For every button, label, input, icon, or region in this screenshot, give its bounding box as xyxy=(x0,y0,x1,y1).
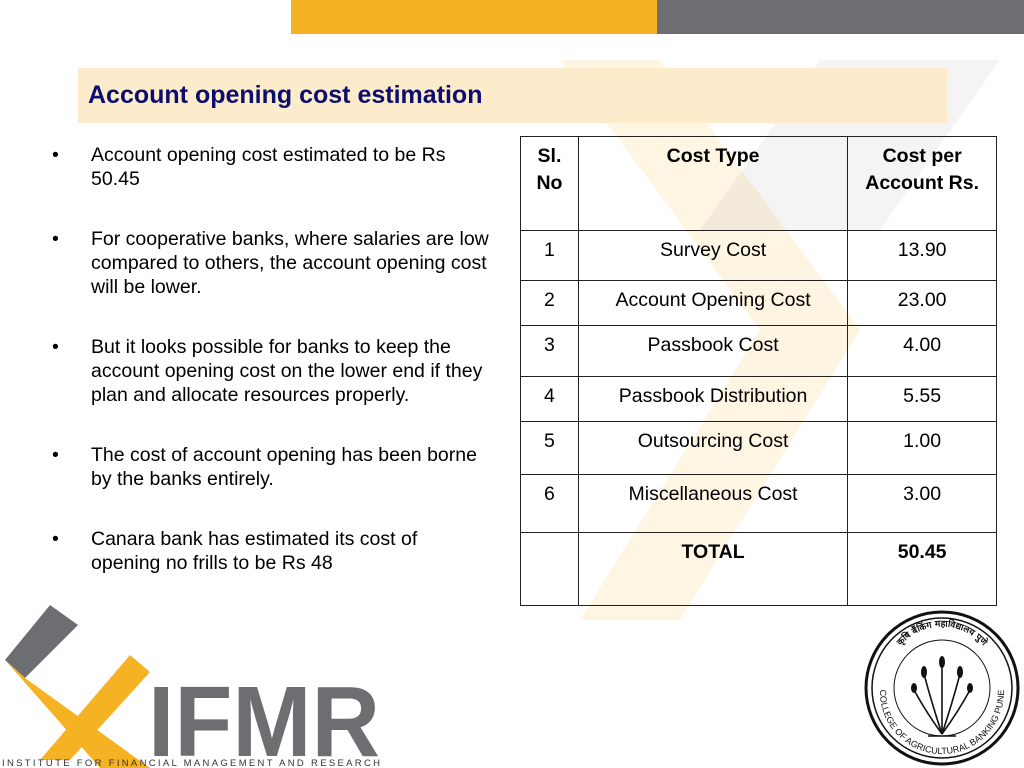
cell-cost-type: Passbook Distribution xyxy=(577,376,849,422)
cell-cost-value: 23.00 xyxy=(847,280,997,326)
table-header-row: Sl. No Cost Type Cost per Account Rs. xyxy=(520,136,997,231)
header-cost-per-account: Cost per Account Rs. xyxy=(847,136,997,231)
bullet-icon: • xyxy=(52,228,59,250)
bullet-icon: • xyxy=(52,444,59,466)
cell-total-label: TOTAL xyxy=(577,532,849,606)
college-seal: COLLEGE OF AGRICULTURAL BANKING PUNE कृष… xyxy=(864,610,1020,766)
bullet-item: • The cost of account opening has been bo… xyxy=(52,444,477,490)
wheat-grain-icon xyxy=(911,656,973,693)
cell-cost-type: Account Opening Cost xyxy=(577,280,849,326)
cost-table: Sl. No Cost Type Cost per Account Rs. 1 … xyxy=(520,136,997,606)
table-row: 5 Outsourcing Cost 1.00 xyxy=(520,421,997,475)
wheat-icon xyxy=(913,664,971,737)
cell-sl-no: 4 xyxy=(520,376,579,422)
cell-cost-value: 13.90 xyxy=(847,230,997,281)
header-sl-no: Sl. No xyxy=(520,136,579,231)
bullet-icon: • xyxy=(52,528,59,550)
cell-sl-no: 1 xyxy=(520,230,579,281)
table-row: 4 Passbook Distribution 5.55 xyxy=(520,376,997,422)
bullet-item: • For cooperative banks, where salaries a… xyxy=(52,228,489,298)
ifmr-wordmark: IFMR xyxy=(148,666,380,768)
bullet-icon: • xyxy=(52,336,59,358)
cell-cost-value: 3.00 xyxy=(847,474,997,533)
top-accent-bar-yellow xyxy=(291,0,657,34)
header-cost-type: Cost Type xyxy=(577,136,849,231)
bullet-list: • Account opening cost estimated to be Rs… xyxy=(52,143,492,611)
bullet-item: • Canara bank has estimated its cost of o… xyxy=(52,528,418,574)
logo-chevron-grey xyxy=(5,605,78,678)
bullet-item: • But it looks possible for banks to keep… xyxy=(52,336,483,406)
cell-cost-value: 1.00 xyxy=(847,421,997,475)
ifmr-logo: IFMR INSTITUTE FOR FINANCIAL MANAGEMENT … xyxy=(2,605,380,768)
cell-cost-type: Survey Cost xyxy=(577,230,849,281)
cell-cost-value: 5.55 xyxy=(847,376,997,422)
cell-sl-no: 6 xyxy=(520,474,579,533)
cell-total-blank xyxy=(520,532,579,606)
title-band: Account opening cost estimation xyxy=(78,68,947,123)
page-title: Account opening cost estimation xyxy=(88,81,483,109)
bullet-icon: • xyxy=(52,144,59,166)
table-total-row: TOTAL 50.45 xyxy=(520,532,997,606)
cell-cost-type: Miscellaneous Cost xyxy=(577,474,849,533)
top-accent-bar-grey xyxy=(657,0,1024,34)
cell-cost-value: 4.00 xyxy=(847,325,997,377)
cell-sl-no: 3 xyxy=(520,325,579,377)
cell-total-value: 50.45 xyxy=(847,532,997,606)
cell-cost-type: Passbook Cost xyxy=(577,325,849,377)
cell-sl-no: 2 xyxy=(520,280,579,326)
logo-chevron-yellow-2 xyxy=(40,655,150,760)
cell-sl-no: 5 xyxy=(520,421,579,475)
bullet-item: • Account opening cost estimated to be Rs… xyxy=(52,144,446,190)
table-row: 6 Miscellaneous Cost 3.00 xyxy=(520,474,997,533)
table-row: 3 Passbook Cost 4.00 xyxy=(520,325,997,377)
table-row: 2 Account Opening Cost 23.00 xyxy=(520,280,997,326)
cell-cost-type: Outsourcing Cost xyxy=(577,421,849,475)
ifmr-tagline: INSTITUTE FOR FINANCIAL MANAGEMENT AND R… xyxy=(2,758,380,768)
table-row: 1 Survey Cost 13.90 xyxy=(520,230,997,281)
